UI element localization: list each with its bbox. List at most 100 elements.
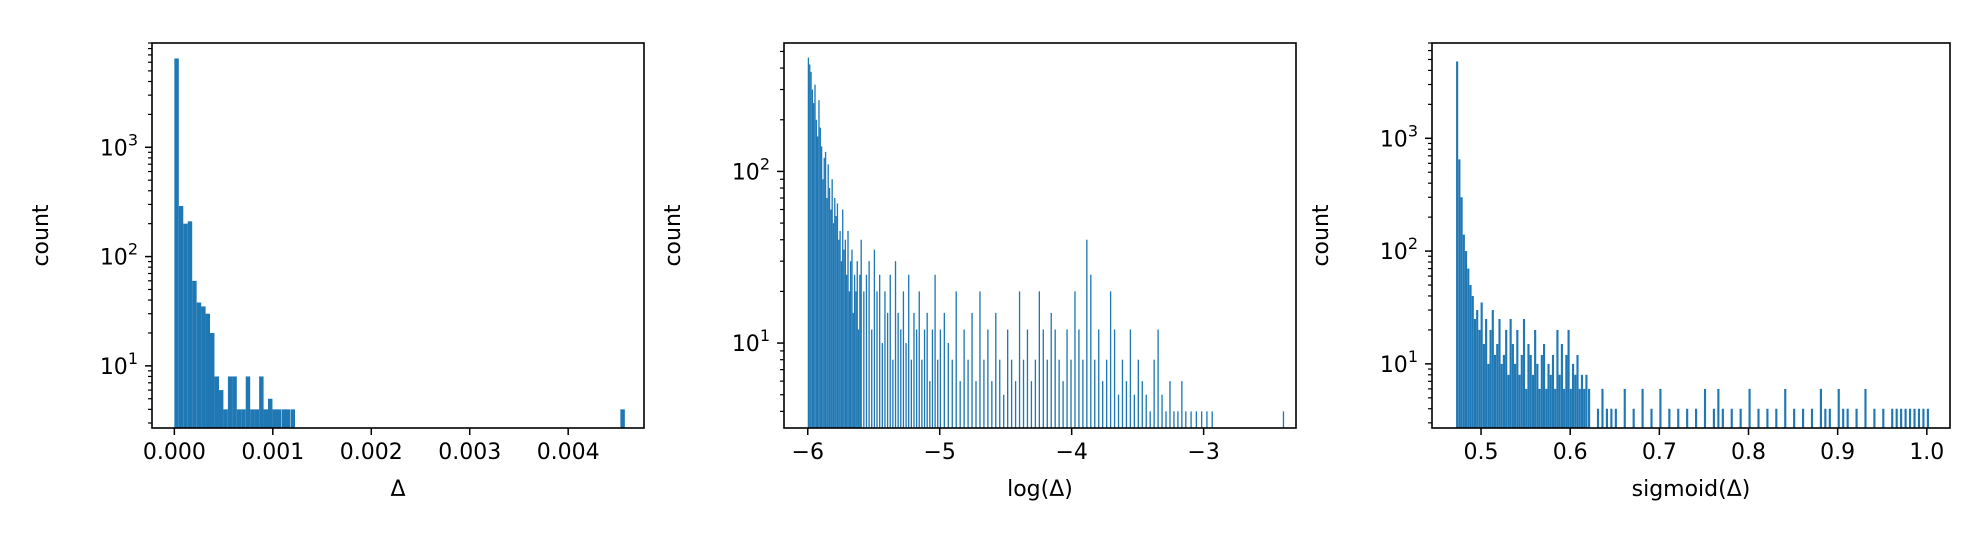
- bar: [1498, 318, 1501, 428]
- bar: [834, 198, 836, 428]
- x-tick-label: 0.003: [438, 440, 501, 465]
- bar: [254, 409, 260, 428]
- y-tick-label: 103: [1380, 121, 1418, 152]
- bar: [1046, 359, 1048, 428]
- bar: [259, 376, 264, 428]
- bar: [851, 249, 853, 428]
- bar: [1677, 408, 1680, 428]
- bar: [921, 359, 923, 428]
- bar: [1543, 344, 1546, 428]
- bar: [1190, 411, 1192, 428]
- bar: [1030, 381, 1033, 428]
- y-axis-label: count: [1309, 204, 1334, 266]
- bar: [1578, 388, 1581, 428]
- axes-frame: [151, 42, 645, 429]
- bar: [1882, 408, 1885, 428]
- y-tick-label: 101: [100, 349, 138, 380]
- bar: [979, 291, 981, 428]
- bar: [934, 274, 936, 428]
- bar: [1473, 318, 1477, 428]
- bar: [1487, 363, 1490, 428]
- bar: [1855, 408, 1858, 428]
- bar: [1511, 344, 1514, 428]
- bar: [1129, 329, 1132, 428]
- bar: [1467, 268, 1470, 428]
- y-tick-exponent: 2: [760, 154, 770, 173]
- bar: [1153, 359, 1155, 428]
- bar: [807, 57, 810, 428]
- bar: [889, 274, 891, 428]
- bar: [856, 261, 858, 428]
- bar: [1610, 408, 1613, 428]
- bar: [991, 381, 993, 428]
- bar: [876, 291, 878, 428]
- bar: [913, 312, 915, 428]
- bar: [835, 215, 837, 428]
- bar: [1895, 408, 1898, 428]
- bar: [1460, 197, 1463, 428]
- bar: [196, 302, 202, 428]
- bar: [1571, 363, 1575, 428]
- bar: [192, 280, 197, 428]
- bar: [871, 329, 873, 428]
- y-tick-exponent: 3: [1408, 121, 1418, 140]
- bar: [1050, 312, 1052, 428]
- bar: [1195, 411, 1198, 428]
- bar: [827, 164, 829, 428]
- y-axis-label: count: [661, 204, 686, 266]
- bar: [1042, 329, 1044, 428]
- bar: [1569, 388, 1572, 428]
- bar: [1828, 408, 1831, 428]
- y-tick-label: 102: [100, 240, 138, 271]
- bar: [1605, 408, 1608, 428]
- bar: [1471, 295, 1474, 428]
- bar: [873, 249, 876, 428]
- bar: [959, 381, 961, 428]
- bar: [1034, 359, 1037, 428]
- bar: [849, 261, 852, 428]
- bar: [1601, 388, 1604, 428]
- bar: [1926, 408, 1929, 428]
- bar: [844, 239, 847, 428]
- bar: [285, 409, 291, 428]
- bar: [975, 381, 977, 428]
- y-tick-exponent: 1: [760, 326, 770, 345]
- bar: [1565, 354, 1568, 428]
- bar: [281, 409, 287, 428]
- bar: [174, 58, 179, 428]
- bar: [855, 291, 857, 428]
- bar: [910, 359, 912, 428]
- bar: [865, 274, 868, 428]
- bar: [1007, 329, 1009, 428]
- bar: [848, 291, 850, 428]
- bar: [955, 291, 957, 428]
- bar: [1476, 310, 1479, 428]
- bar: [814, 84, 816, 428]
- bar: [1632, 408, 1635, 428]
- x-tick-label: 0.001: [241, 440, 304, 465]
- bar: [826, 198, 828, 428]
- bar: [822, 179, 824, 428]
- bar: [1686, 408, 1689, 428]
- bar: [1507, 374, 1510, 428]
- bar: [267, 398, 273, 428]
- bar: [831, 179, 833, 428]
- bar: [1464, 251, 1468, 428]
- bar: [1489, 329, 1492, 428]
- bar: [1922, 408, 1925, 428]
- bar: [1712, 408, 1715, 428]
- bar: [1563, 388, 1566, 428]
- bar: [929, 381, 931, 428]
- bar: [1748, 388, 1751, 428]
- bar: [276, 409, 282, 428]
- bar: [943, 312, 945, 428]
- x-tick-label: 0.8: [1731, 440, 1766, 465]
- x-tick-label: 0.000: [143, 440, 206, 465]
- bar: [1169, 381, 1171, 428]
- bar: [1574, 374, 1577, 428]
- bar: [863, 291, 865, 428]
- bar: [951, 359, 953, 428]
- bar: [227, 376, 233, 428]
- bar: [1560, 344, 1563, 428]
